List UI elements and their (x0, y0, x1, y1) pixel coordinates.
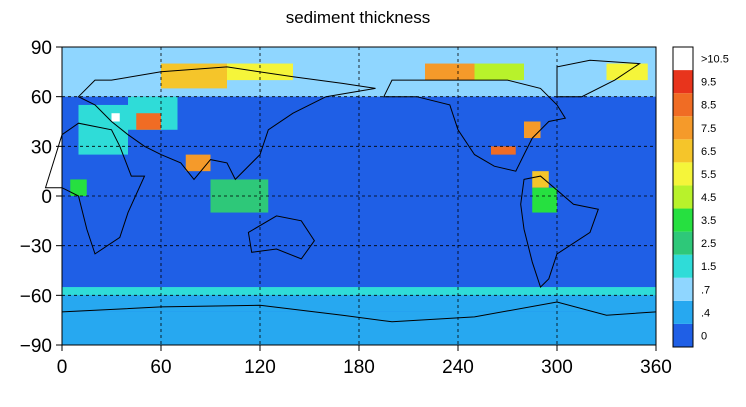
colorbar-swatch (673, 93, 693, 117)
sediment-region-16 (62, 287, 656, 296)
colorbar-frame (672, 46, 694, 348)
x-tick-label: 180 (343, 357, 375, 378)
sediment-region-0 (62, 295, 656, 312)
coastline-3 (382, 79, 567, 172)
y-tick-label: 30 (31, 137, 52, 158)
colorbar-label: 8.5 (701, 100, 716, 112)
colorbar: 0 .4 .7 1.5 2.5 3.5 4.5 5.5 6.5 7.5 8.5 9.5 >10.5 (672, 46, 729, 348)
y-tick-label: −90 (20, 336, 52, 357)
colorbar-label: .7 (701, 284, 710, 296)
sediment-region-1 (62, 311, 656, 345)
colorbar-label: 5.5 (701, 169, 716, 181)
colorbar-swatch (673, 254, 693, 278)
colorbar-swatch (673, 300, 693, 324)
colorbar-label: 3.5 (701, 215, 716, 227)
sediment-region-14 (532, 171, 549, 188)
colorbar-label: 1.5 (701, 261, 716, 273)
sediment-region-11 (185, 154, 211, 172)
x-tick-label: 360 (640, 357, 672, 378)
sediment-region-19 (70, 179, 87, 196)
coastline-4 (520, 175, 599, 289)
sediment-region-10 (136, 113, 161, 130)
x-tick-label: 0 (57, 357, 68, 378)
y-tick-label: 90 (31, 38, 52, 59)
sediment-region-12 (491, 146, 516, 155)
colorbar-swatch (673, 208, 693, 232)
coastline-2 (247, 215, 316, 260)
colorbar-swatch (673, 185, 693, 209)
colorbar-label: 7.5 (701, 123, 716, 135)
colorbar-swatch (673, 116, 693, 140)
y-tick-label: −30 (20, 237, 52, 258)
colorbar-label: 6.5 (701, 146, 716, 158)
colorbar-swatch (673, 323, 693, 347)
gridlines (62, 47, 656, 345)
coastline-6 (61, 301, 657, 323)
coastline-0 (44, 122, 146, 255)
coastlines (44, 59, 657, 323)
colorbar-label: .4 (701, 307, 710, 319)
x-tick-label: 300 (541, 357, 573, 378)
sediment-region-15 (111, 113, 120, 122)
colorbar-label: >10.5 (701, 54, 729, 66)
sediment-region-13 (524, 121, 541, 139)
sediment-region-7 (425, 63, 475, 81)
sediment-region-18 (532, 187, 557, 213)
sediment-region-8 (474, 63, 524, 81)
colorbar-swatch (673, 139, 693, 163)
colorbar-swatch (673, 47, 693, 71)
y-axis-ticks: 90 60 30 0 −30 −60 −90 (20, 38, 62, 357)
colorbar-swatch (673, 231, 693, 255)
y-tick-label: 0 (41, 187, 52, 208)
colorbar-swatch (673, 162, 693, 186)
y-tick-label: 60 (31, 88, 52, 109)
colorbar-label: 9.5 (701, 77, 716, 89)
colorbar-swatch (673, 277, 693, 301)
colorbar-label: 0 (701, 330, 707, 342)
colorbar-label: 2.5 (701, 238, 716, 250)
x-tick-label: 240 (442, 357, 474, 378)
x-tick-label: 120 (244, 357, 276, 378)
page-title: sediment thickness (285, 8, 431, 27)
x-tick-label: 60 (150, 357, 171, 378)
x-axis-ticks: 0 60 120 180 240 300 360 (57, 345, 672, 378)
colorbar-swatch (673, 70, 693, 94)
colorbar-label: 4.5 (701, 192, 716, 204)
coastline-1 (77, 66, 376, 181)
y-tick-label: −60 (20, 286, 52, 307)
